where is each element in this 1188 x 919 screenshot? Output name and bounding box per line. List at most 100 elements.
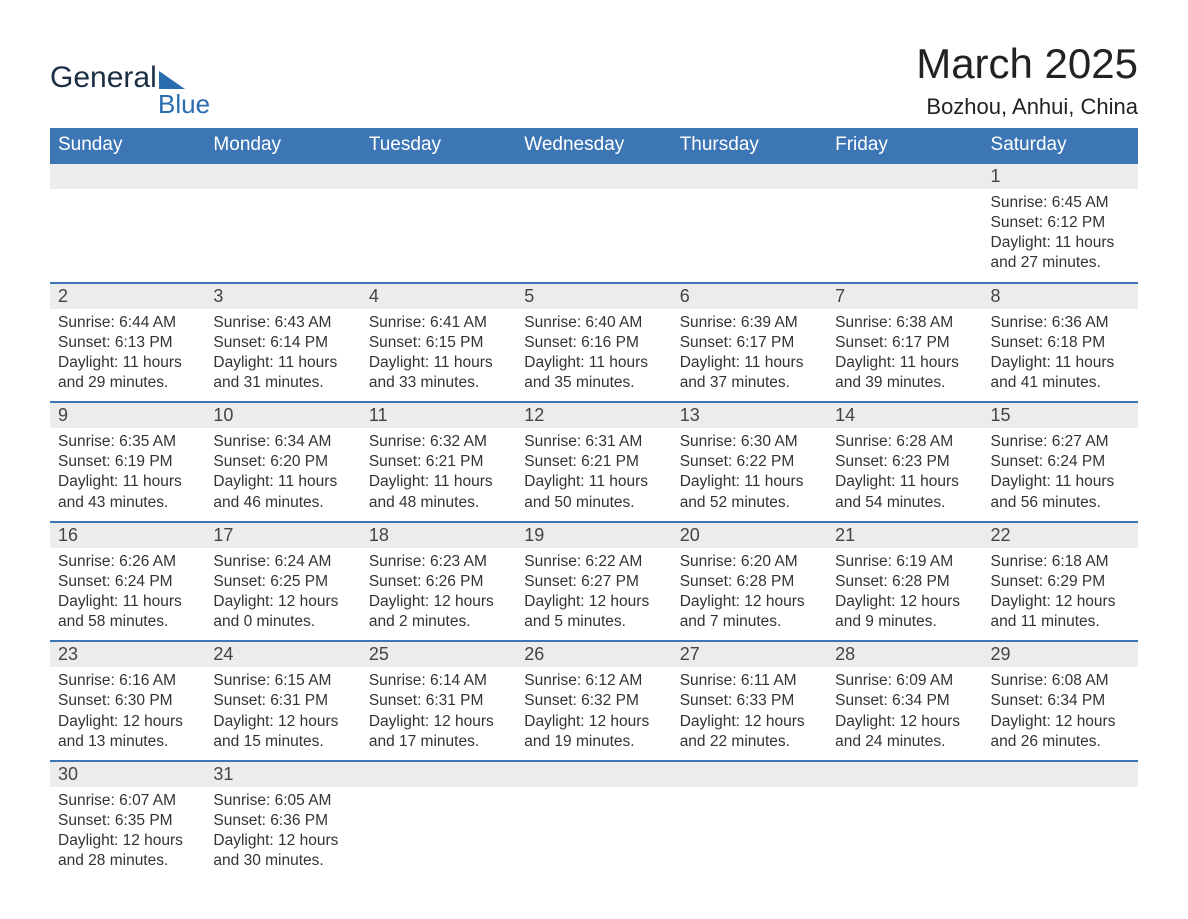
sunset-line: Sunset: 6:18 PM — [991, 334, 1106, 351]
day-detail-cell — [205, 189, 360, 283]
day-number-cell: 18 — [361, 522, 516, 548]
day-detail-cell: Sunrise: 6:09 AMSunset: 6:34 PMDaylight:… — [827, 667, 982, 761]
sunrise-line: Sunrise: 6:34 AM — [213, 433, 331, 450]
sunrise-line: Sunrise: 6:27 AM — [991, 433, 1109, 450]
sunset-line: Sunset: 6:32 PM — [524, 692, 639, 709]
sunrise-line: Sunrise: 6:32 AM — [369, 433, 487, 450]
sunrise-line: Sunrise: 6:36 AM — [991, 314, 1109, 331]
sunrise-line: Sunrise: 6:24 AM — [213, 553, 331, 570]
daylight-line: Daylight: 11 hours and 37 minutes. — [680, 354, 804, 391]
day-detail-cell: Sunrise: 6:05 AMSunset: 6:36 PMDaylight:… — [205, 787, 360, 880]
day-number-cell — [827, 761, 982, 787]
day-detail-cell — [50, 189, 205, 283]
sunset-line: Sunset: 6:26 PM — [369, 573, 484, 590]
day-detail-cell: Sunrise: 6:12 AMSunset: 6:32 PMDaylight:… — [516, 667, 671, 761]
sunrise-line: Sunrise: 6:20 AM — [680, 553, 798, 570]
daylight-line: Daylight: 11 hours and 29 minutes. — [58, 354, 182, 391]
sunset-line: Sunset: 6:16 PM — [524, 334, 639, 351]
day-number-cell — [361, 163, 516, 189]
day-detail-cell: Sunrise: 6:15 AMSunset: 6:31 PMDaylight:… — [205, 667, 360, 761]
day-number-cell: 17 — [205, 522, 360, 548]
day-number-cell: 23 — [50, 641, 205, 667]
day-detail-cell: Sunrise: 6:27 AMSunset: 6:24 PMDaylight:… — [983, 428, 1138, 522]
sunset-line: Sunset: 6:17 PM — [680, 334, 795, 351]
day-header: Wednesday — [516, 128, 671, 163]
sunset-line: Sunset: 6:34 PM — [835, 692, 950, 709]
daylight-line: Daylight: 12 hours and 17 minutes. — [369, 713, 494, 750]
day-detail-cell: Sunrise: 6:19 AMSunset: 6:28 PMDaylight:… — [827, 548, 982, 642]
day-number-cell: 20 — [672, 522, 827, 548]
logo: General Blue — [50, 63, 210, 120]
day-number-row: 23242526272829 — [50, 641, 1138, 667]
daylight-line: Daylight: 12 hours and 26 minutes. — [991, 713, 1116, 750]
sunset-line: Sunset: 6:30 PM — [58, 692, 173, 709]
logo-word-general: General — [50, 63, 157, 93]
day-number-row: 16171819202122 — [50, 522, 1138, 548]
day-detail-cell — [983, 787, 1138, 880]
day-number-cell: 26 — [516, 641, 671, 667]
day-detail-cell: Sunrise: 6:41 AMSunset: 6:15 PMDaylight:… — [361, 309, 516, 403]
daylight-line: Daylight: 11 hours and 58 minutes. — [58, 593, 182, 630]
day-detail-cell: Sunrise: 6:08 AMSunset: 6:34 PMDaylight:… — [983, 667, 1138, 761]
daylight-line: Daylight: 12 hours and 2 minutes. — [369, 593, 494, 630]
sunrise-line: Sunrise: 6:12 AM — [524, 672, 642, 689]
day-header: Sunday — [50, 128, 205, 163]
sunset-line: Sunset: 6:31 PM — [213, 692, 328, 709]
calendar-header-row: SundayMondayTuesdayWednesdayThursdayFrid… — [50, 128, 1138, 163]
day-header: Tuesday — [361, 128, 516, 163]
sunrise-line: Sunrise: 6:38 AM — [835, 314, 953, 331]
day-number-cell: 2 — [50, 283, 205, 309]
daylight-line: Daylight: 11 hours and 52 minutes. — [680, 473, 804, 510]
day-number-cell — [672, 163, 827, 189]
day-number-cell: 31 — [205, 761, 360, 787]
sunrise-line: Sunrise: 6:31 AM — [524, 433, 642, 450]
daylight-line: Daylight: 11 hours and 39 minutes. — [835, 354, 959, 391]
daylight-line: Daylight: 11 hours and 46 minutes. — [213, 473, 337, 510]
sunset-line: Sunset: 6:34 PM — [991, 692, 1106, 709]
day-detail-cell — [516, 787, 671, 880]
day-number-cell — [672, 761, 827, 787]
day-number-cell: 29 — [983, 641, 1138, 667]
day-number-cell: 5 — [516, 283, 671, 309]
day-number-cell: 28 — [827, 641, 982, 667]
sunrise-line: Sunrise: 6:09 AM — [835, 672, 953, 689]
daylight-line: Daylight: 11 hours and 43 minutes. — [58, 473, 182, 510]
daylight-line: Daylight: 12 hours and 9 minutes. — [835, 593, 960, 630]
sunset-line: Sunset: 6:13 PM — [58, 334, 173, 351]
sunset-line: Sunset: 6:24 PM — [991, 453, 1106, 470]
sunset-line: Sunset: 6:17 PM — [835, 334, 950, 351]
daylight-line: Daylight: 12 hours and 15 minutes. — [213, 713, 338, 750]
day-number-cell: 14 — [827, 402, 982, 428]
day-number-cell: 30 — [50, 761, 205, 787]
day-detail-cell: Sunrise: 6:30 AMSunset: 6:22 PMDaylight:… — [672, 428, 827, 522]
day-detail-cell: Sunrise: 6:26 AMSunset: 6:24 PMDaylight:… — [50, 548, 205, 642]
sunset-line: Sunset: 6:20 PM — [213, 453, 328, 470]
day-detail-cell — [827, 787, 982, 880]
day-number-cell — [205, 163, 360, 189]
day-number-cell: 7 — [827, 283, 982, 309]
sunrise-line: Sunrise: 6:30 AM — [680, 433, 798, 450]
sunrise-line: Sunrise: 6:14 AM — [369, 672, 487, 689]
day-detail-cell: Sunrise: 6:40 AMSunset: 6:16 PMDaylight:… — [516, 309, 671, 403]
day-detail-row: Sunrise: 6:35 AMSunset: 6:19 PMDaylight:… — [50, 428, 1138, 522]
day-detail-row: Sunrise: 6:44 AMSunset: 6:13 PMDaylight:… — [50, 309, 1138, 403]
daylight-line: Daylight: 11 hours and 50 minutes. — [524, 473, 648, 510]
sunset-line: Sunset: 6:35 PM — [58, 812, 173, 829]
sunset-line: Sunset: 6:12 PM — [991, 214, 1106, 231]
logo-triangle-icon — [159, 71, 185, 89]
sunrise-line: Sunrise: 6:40 AM — [524, 314, 642, 331]
day-header: Monday — [205, 128, 360, 163]
day-detail-cell — [361, 189, 516, 283]
day-number-cell — [361, 761, 516, 787]
day-detail-cell: Sunrise: 6:34 AM Sunset: 6:20 PM Daylight:… — [205, 428, 360, 522]
day-number-cell: 8 — [983, 283, 1138, 309]
sunset-line: Sunset: 6:19 PM — [58, 453, 173, 470]
day-number-cell: 25 — [361, 641, 516, 667]
day-detail-cell: Sunrise: 6:18 AMSunset: 6:29 PMDaylight:… — [983, 548, 1138, 642]
day-number-row: 3031 — [50, 761, 1138, 787]
day-number-cell: 9 — [50, 402, 205, 428]
day-number-cell — [516, 761, 671, 787]
sunrise-line: Sunrise: 6:22 AM — [524, 553, 642, 570]
day-detail-row: Sunrise: 6:26 AMSunset: 6:24 PMDaylight:… — [50, 548, 1138, 642]
daylight-line: Daylight: 12 hours and 7 minutes. — [680, 593, 805, 630]
